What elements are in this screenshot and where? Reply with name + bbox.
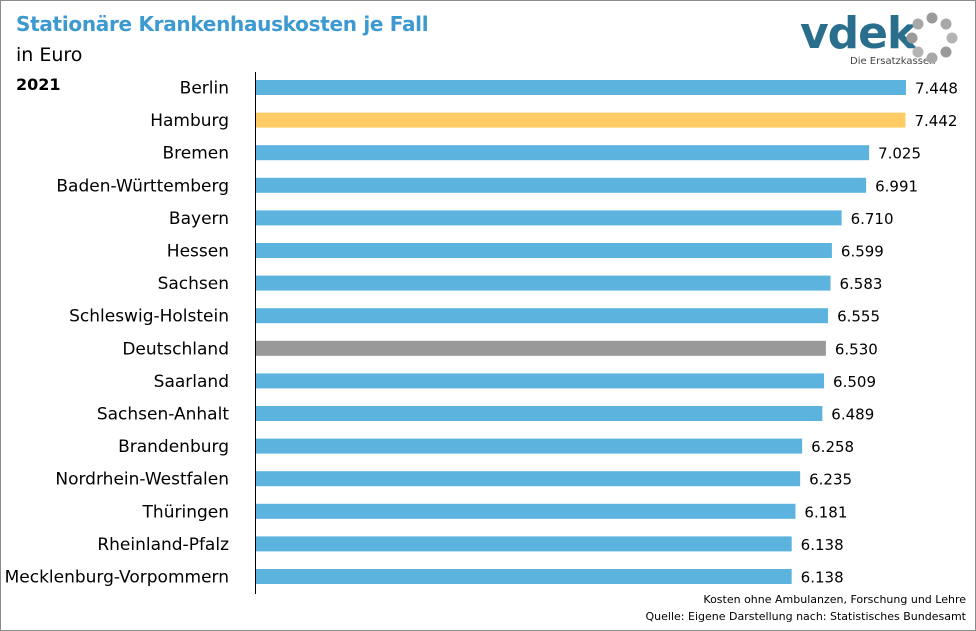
value-label: 6.181	[804, 503, 847, 521]
value-label: 6.530	[835, 340, 878, 358]
category-label: Saarland	[154, 372, 229, 392]
chart-title: Stationäre Krankenhauskosten je Fall	[16, 12, 429, 36]
category-label: Brandenburg	[118, 437, 229, 457]
dotted-ring-icon	[906, 12, 958, 64]
value-label: 6.555	[837, 308, 880, 326]
category-label: Nordrhein-Westfalen	[55, 470, 229, 490]
chart-unit: in Euro	[16, 44, 83, 66]
footnote: Kosten ohne Ambulanzen, Forschung und Le…	[703, 593, 966, 606]
category-label: Sachsen	[158, 274, 229, 294]
value-label: 6.710	[851, 210, 894, 228]
bar-hamburg	[256, 112, 906, 128]
value-label: 6.489	[831, 406, 874, 424]
category-label: Bremen	[162, 144, 229, 164]
category-label: Rheinland-Pfalz	[97, 535, 229, 555]
value-label: 7.442	[914, 112, 957, 130]
category-label: Deutschland	[122, 339, 229, 359]
value-label: 6.599	[841, 243, 884, 261]
bar-saarland	[256, 373, 825, 389]
logo-tagline: Die Ersatzkassen	[850, 56, 936, 67]
category-label: Hessen	[167, 242, 229, 262]
category-label: Berlin	[180, 79, 229, 99]
value-label: 6.138	[801, 536, 844, 554]
bar-hessen	[256, 243, 832, 258]
value-label: 7.448	[915, 80, 958, 98]
bar-bremen	[256, 145, 870, 161]
value-label: 6.991	[875, 177, 918, 195]
bar-rheinland-pfalz	[256, 536, 792, 552]
category-label: Hamburg	[150, 111, 229, 131]
category-label: Thüringen	[142, 502, 229, 522]
category-label: Baden-Württemberg	[56, 176, 229, 196]
value-label: 6.235	[809, 471, 852, 489]
value-label: 7.025	[878, 145, 921, 163]
bar-sachsen-anhalt	[256, 406, 823, 421]
bar-brandenburg	[256, 438, 803, 454]
bar-baden-württemberg	[256, 177, 867, 193]
y-axis-line	[255, 72, 256, 594]
vdek-logo: vdek Die Ersatzkassen	[800, 8, 972, 72]
source-note: Quelle: Eigene Darstellung nach: Statist…	[645, 610, 966, 623]
bar-berlin	[256, 80, 906, 95]
bar-schleswig-holstein	[256, 308, 829, 324]
bar-nordrhein-westfalen	[256, 471, 801, 487]
category-label: Bayern	[169, 209, 229, 229]
value-label: 6.258	[811, 438, 854, 456]
value-label: 6.138	[801, 569, 844, 587]
value-label: 6.509	[833, 373, 876, 391]
bar-bayern	[256, 210, 842, 226]
category-label: Sachsen-Anhalt	[97, 405, 229, 425]
bar-mecklenburg-vorpommern	[256, 569, 792, 584]
bar-thüringen	[256, 503, 796, 519]
category-label: Schleswig-Holstein	[69, 307, 229, 327]
logo-wordmark: vdek	[800, 8, 916, 59]
chart-year: 2021	[16, 75, 61, 94]
bar-sachsen	[256, 275, 831, 291]
category-label: Mecklenburg-Vorpommern	[5, 568, 229, 588]
value-label: 6.583	[840, 275, 883, 293]
bar-deutschland	[256, 340, 826, 356]
